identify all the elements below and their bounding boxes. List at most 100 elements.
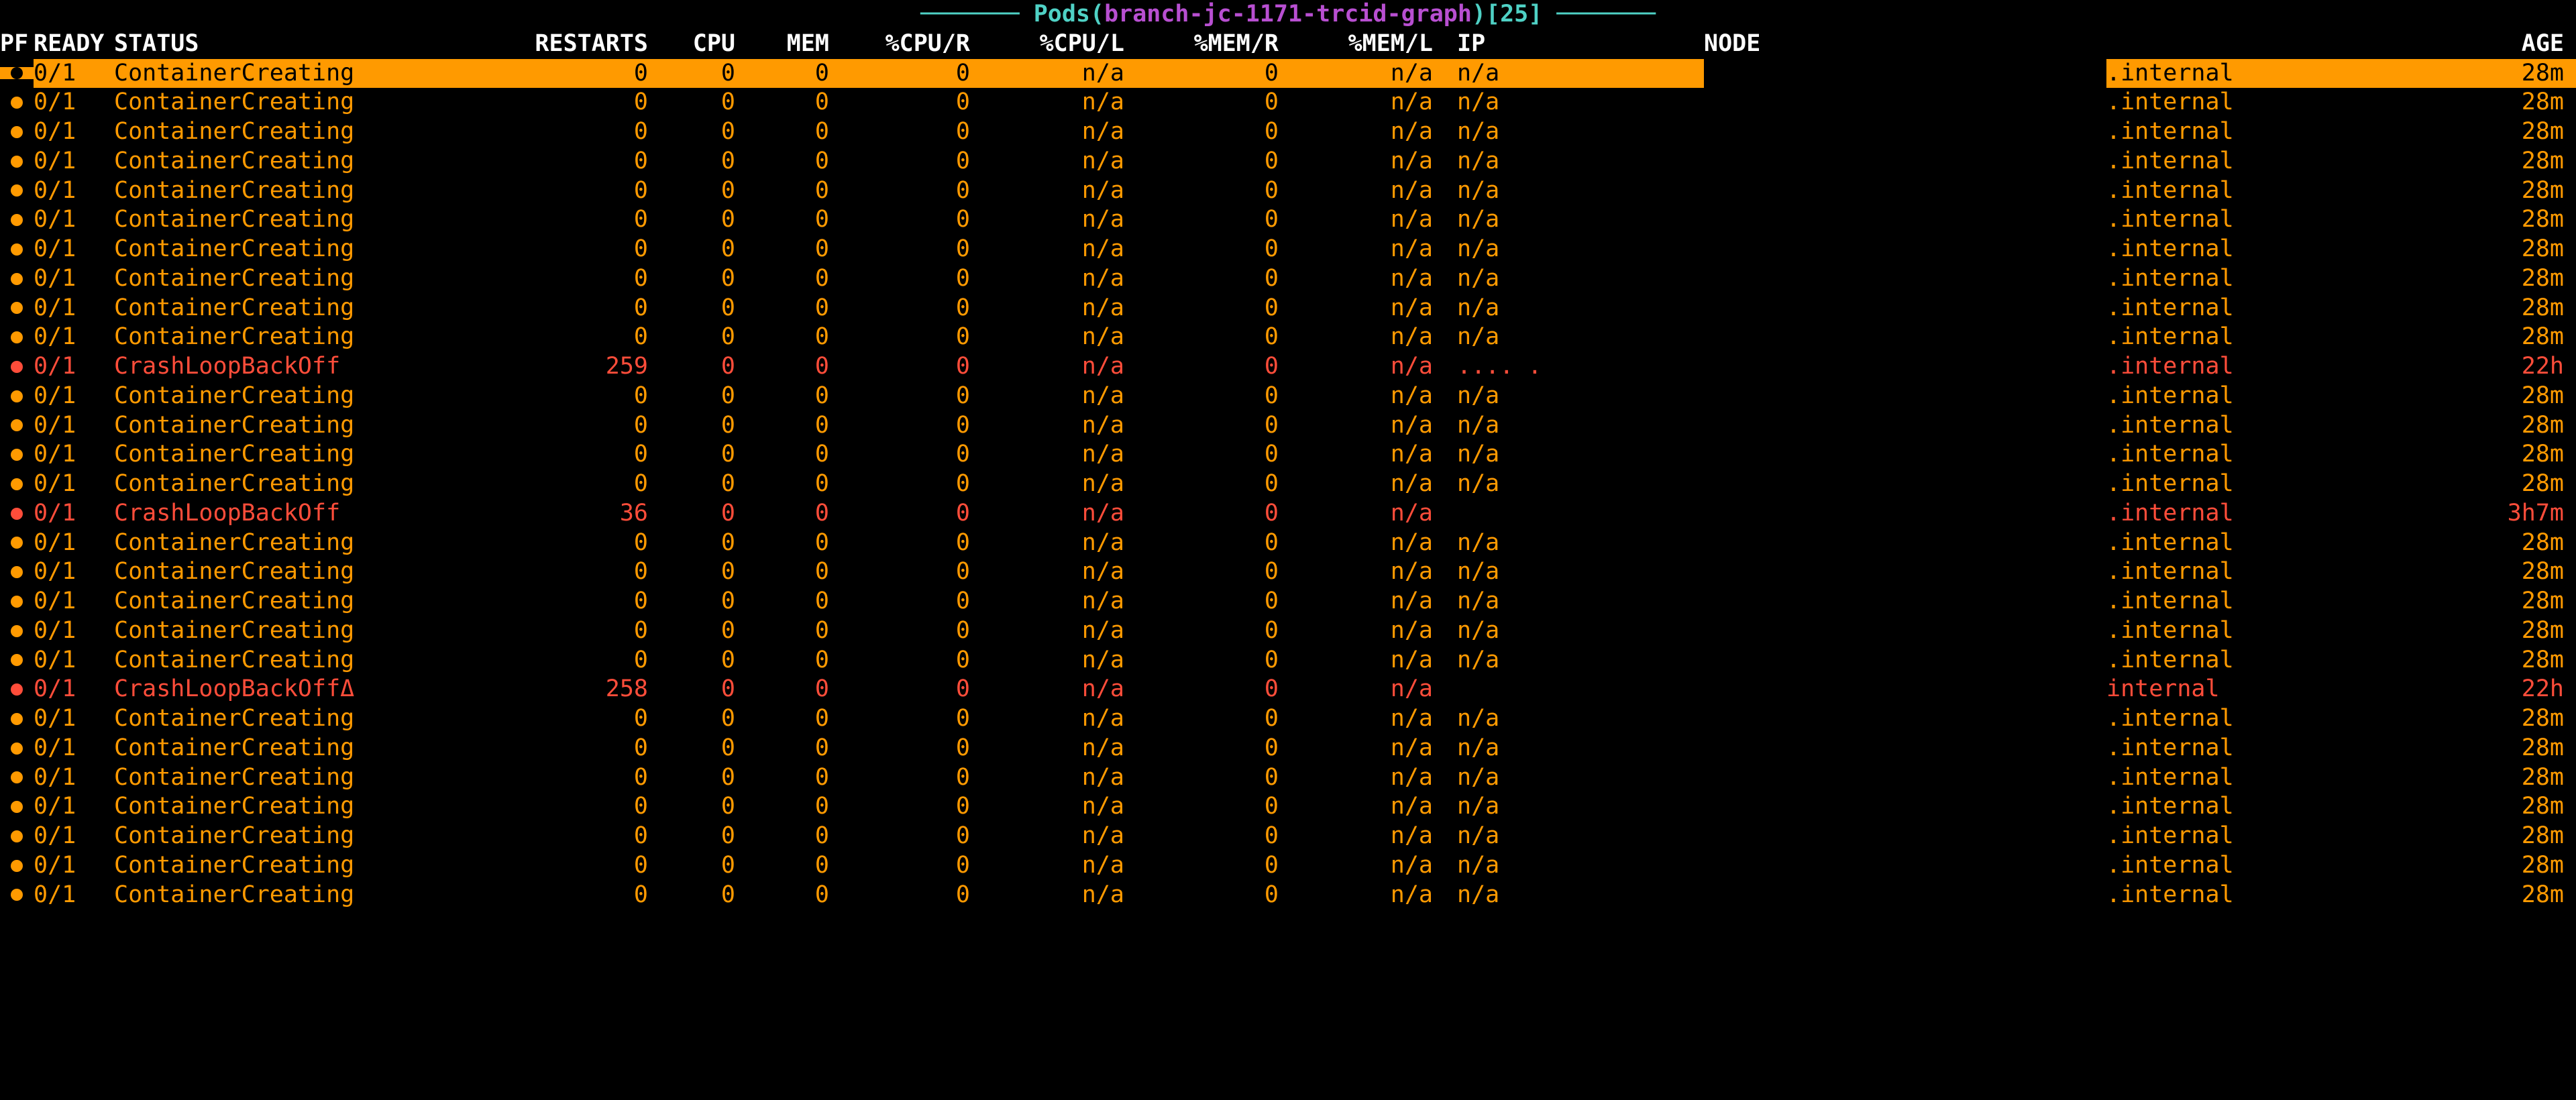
cell-cpu: 0: [664, 646, 751, 675]
col-header-ready[interactable]: READY: [34, 30, 114, 59]
title-namespace: branch-jc-1171-trcid-graph: [1104, 1, 1472, 28]
cell-mem-l: n/a: [1295, 763, 1449, 793]
cell-cpu: 0: [664, 557, 751, 587]
cell-ip: n/a: [1449, 529, 1704, 558]
status-bullet-icon: [0, 214, 34, 226]
col-header-cpu[interactable]: CPU: [664, 30, 751, 59]
cell-restarts: 258: [490, 675, 664, 704]
cell-restarts: 0: [490, 264, 664, 294]
cell-restarts: 0: [490, 704, 664, 734]
cell-age: 28m: [2469, 822, 2576, 851]
col-header-restarts[interactable]: RESTARTS: [490, 30, 664, 59]
cell-internal: .internal: [2106, 792, 2469, 822]
cell-cpu: 0: [664, 264, 751, 294]
cell-mem-r: 0: [1140, 851, 1295, 881]
status-bullet-icon: [0, 390, 34, 402]
pods-title-bar: ─────── Pods(branch-jc-1171-trcid-graph)…: [0, 0, 2576, 30]
cell-internal: .internal: [2106, 763, 2469, 793]
cell-ready: 0/1: [34, 557, 114, 587]
status-bullet-icon: [0, 713, 34, 725]
col-header-node[interactable]: NODE: [1704, 30, 2106, 59]
cell-internal: .internal: [2106, 176, 2469, 206]
cell-mem: 0: [751, 59, 845, 89]
cell-mem-r: 0: [1140, 587, 1295, 616]
cell-restarts: 0: [490, 382, 664, 411]
cell-mem: 0: [751, 176, 845, 206]
cell-ready: 0/1: [34, 763, 114, 793]
cell-cpu-l: n/a: [986, 881, 1140, 910]
cell-internal: .internal: [2106, 529, 2469, 558]
status-bullet-icon: [0, 184, 34, 197]
cell-status: ContainerCreating: [114, 294, 490, 323]
col-header-age[interactable]: AGE: [2469, 30, 2576, 59]
cell-ready: 0/1: [34, 881, 114, 910]
cell-cpu-l: n/a: [986, 264, 1140, 294]
cell-ip: n/a: [1449, 881, 1704, 910]
cell-mem-l: n/a: [1295, 294, 1449, 323]
cell-mem-r: 0: [1140, 675, 1295, 704]
col-header-cpu-r[interactable]: %CPU/R: [845, 30, 986, 59]
cell-mem: 0: [751, 264, 845, 294]
cell-mem: 0: [751, 529, 845, 558]
cell-cpu-r: 0: [845, 323, 986, 352]
cell-cpu-l: n/a: [986, 529, 1140, 558]
cell-age: 28m: [2469, 440, 2576, 470]
cell-cpu-l: n/a: [986, 59, 1140, 89]
cell-age: 28m: [2469, 147, 2576, 176]
col-header-cpu-l[interactable]: %CPU/L: [986, 30, 1140, 59]
col-header-ip[interactable]: IP: [1449, 30, 1704, 59]
cell-cpu: 0: [664, 763, 751, 793]
cell-ip: n/a: [1449, 264, 1704, 294]
cell-ip: n/a: [1449, 470, 1704, 499]
pods-table[interactable]: PF READY STATUS RESTARTS CPU MEM %CPU/R …: [0, 30, 2576, 910]
cell-mem-l: n/a: [1295, 59, 1449, 89]
cell-status: ContainerCreating: [114, 616, 490, 646]
cell-mem: 0: [751, 587, 845, 616]
cell-mem-l: n/a: [1295, 822, 1449, 851]
col-header-status[interactable]: STATUS: [114, 30, 490, 59]
cell-cpu: 0: [664, 323, 751, 352]
cell-mem-r: 0: [1140, 147, 1295, 176]
cell-ip: n/a: [1449, 763, 1704, 793]
col-header-mem[interactable]: MEM: [751, 30, 845, 59]
col-header-pf[interactable]: PF: [0, 30, 34, 59]
cell-ready: 0/1: [34, 734, 114, 763]
cell-status: ContainerCreating: [114, 59, 490, 89]
cell-cpu: 0: [664, 88, 751, 117]
status-bullet-icon: [0, 860, 34, 872]
cell-internal: internal: [2106, 675, 2469, 704]
cell-age: 28m: [2469, 734, 2576, 763]
col-header-mem-l[interactable]: %MEM/L: [1295, 30, 1449, 59]
cell-ready: 0/1: [34, 235, 114, 264]
cell-age: 28m: [2469, 117, 2576, 147]
cell-status: ContainerCreating: [114, 176, 490, 206]
cell-status: ContainerCreating: [114, 557, 490, 587]
cell-cpu-l: n/a: [986, 470, 1140, 499]
cell-mem-l: n/a: [1295, 440, 1449, 470]
cell-restarts: 0: [490, 851, 664, 881]
status-bullet-icon: [0, 742, 34, 755]
cell-mem: 0: [751, 851, 845, 881]
cell-cpu: 0: [664, 294, 751, 323]
cell-cpu: 0: [664, 147, 751, 176]
col-header-mem-r[interactable]: %MEM/R: [1140, 30, 1295, 59]
cell-mem-r: 0: [1140, 557, 1295, 587]
cell-cpu-r: 0: [845, 646, 986, 675]
cell-status: ContainerCreating: [114, 264, 490, 294]
status-bullet-icon: [0, 331, 34, 343]
cell-mem-r: 0: [1140, 411, 1295, 441]
cell-mem-r: 0: [1140, 616, 1295, 646]
cell-mem: 0: [751, 704, 845, 734]
cell-ready: 0/1: [34, 88, 114, 117]
cell-mem-l: n/a: [1295, 529, 1449, 558]
cell-mem-l: n/a: [1295, 851, 1449, 881]
cell-internal: .internal: [2106, 557, 2469, 587]
cell-cpu-r: 0: [845, 763, 986, 793]
cell-ready: 0/1: [34, 587, 114, 616]
cell-ip: n/a: [1449, 440, 1704, 470]
cell-cpu: 0: [664, 675, 751, 704]
cell-cpu-l: n/a: [986, 411, 1140, 441]
cell-mem-l: n/a: [1295, 470, 1449, 499]
cell-mem: 0: [751, 792, 845, 822]
cell-restarts: 0: [490, 470, 664, 499]
